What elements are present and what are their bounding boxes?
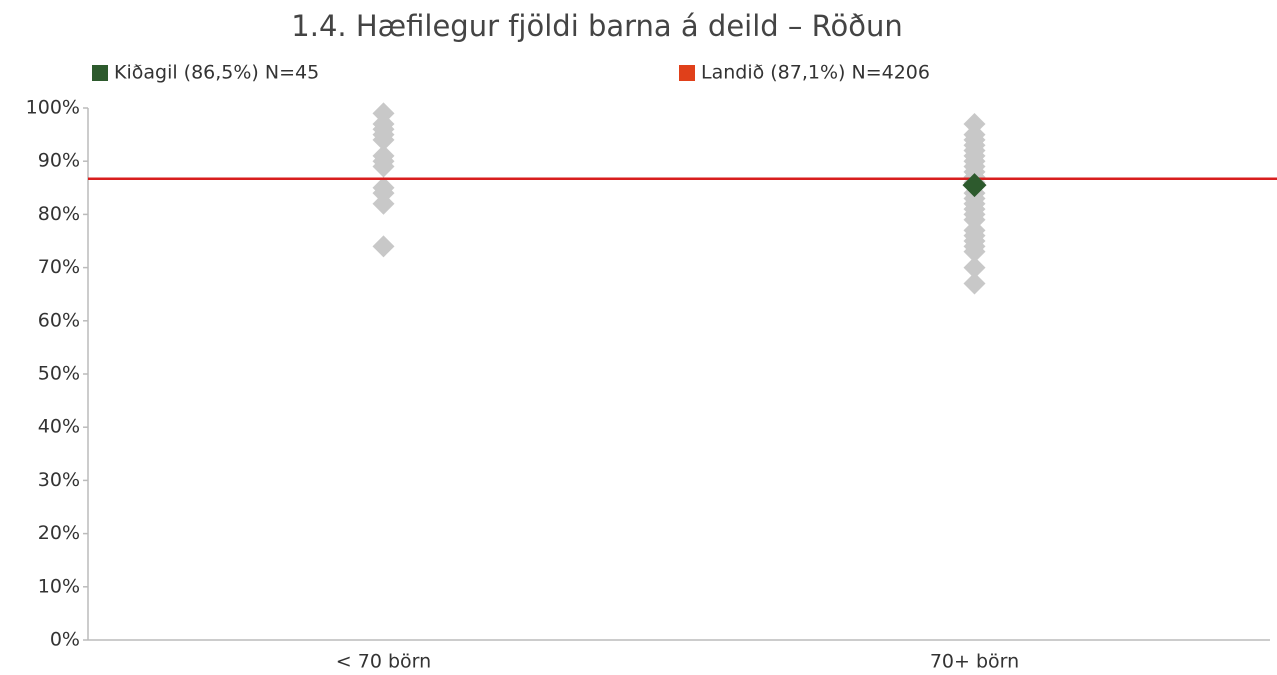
y-tick-label: 60%: [38, 309, 80, 331]
legend-label: Landið (87,1%) N=4206: [701, 62, 930, 84]
other-point: [963, 240, 986, 263]
other-point: [372, 235, 395, 258]
y-tick-label: 0%: [50, 629, 80, 651]
y-tick-label: 10%: [38, 575, 80, 597]
y-tick-label: 50%: [38, 363, 80, 385]
legend-label: Kiðagil (86,5%) N=45: [114, 62, 319, 84]
chart-title: 1.4. Hæfilegur fjöldi barna á deild – Rö…: [291, 9, 902, 43]
other-point: [372, 155, 395, 178]
other-point: [372, 128, 395, 151]
other-point: [963, 256, 986, 279]
highlight-point: [962, 173, 987, 198]
legend-swatch: [679, 65, 695, 81]
other-point: [963, 272, 986, 295]
y-tick-label: 20%: [38, 522, 80, 544]
x-tick-label: 70+ börn: [930, 651, 1019, 673]
y-tick-label: 40%: [38, 416, 80, 438]
y-tick-label: 70%: [38, 256, 80, 278]
legend-swatch: [92, 65, 108, 81]
y-tick-label: 90%: [38, 150, 80, 172]
y-tick-label: 30%: [38, 469, 80, 491]
y-tick-label: 80%: [38, 203, 80, 225]
y-tick-label: 100%: [26, 97, 80, 119]
x-tick-label: < 70 börn: [336, 651, 431, 673]
other-point: [372, 192, 395, 215]
